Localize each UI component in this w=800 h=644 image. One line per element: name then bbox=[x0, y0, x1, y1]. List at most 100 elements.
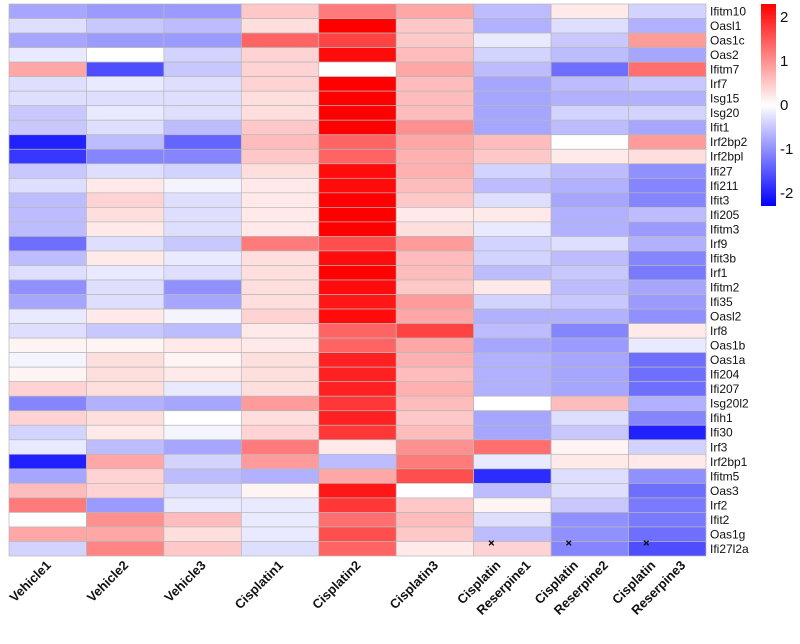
heatmap-cell-Irf9-CisplatinReserpine1 bbox=[473, 236, 552, 252]
heatmap-cell-Oas1g-Cisplatin3 bbox=[395, 526, 475, 542]
heatmap-cell-Irf2bpl-CisplatinReserpine3 bbox=[628, 148, 707, 165]
heatmap-cell-Oasl2-Vehicle2 bbox=[86, 308, 165, 324]
heatmap-cell-Irf8-CisplatinReserpine2 bbox=[550, 323, 629, 339]
heatmap-cell-Ifit2-Vehicle2 bbox=[86, 512, 165, 528]
heatmap-cell-Ifit1-CisplatinReserpine3 bbox=[628, 119, 707, 136]
heatmap-cell-Ifit1-Cisplatin1 bbox=[240, 119, 320, 136]
heatmap-cell-Ifit2-Vehicle1 bbox=[8, 512, 87, 528]
heatmap-cell-Ifi205-CisplatinReserpine3 bbox=[628, 207, 707, 223]
heatmap-cell-Ifitm7-CisplatinReserpine3 bbox=[628, 61, 707, 77]
heatmap-cell-Oas1a-Cisplatin2 bbox=[318, 352, 397, 368]
heatmap-cell-Irf2-CisplatinReserpine1 bbox=[473, 497, 552, 513]
heatmap-cell-Ifit3b-Vehicle3 bbox=[163, 250, 242, 266]
heatmap-cell-Ifi207-Vehicle1 bbox=[8, 381, 87, 397]
heatmap-cell-Ifitm2-Vehicle2 bbox=[86, 279, 165, 295]
heatmap-cell-Ifi211-CisplatinReserpine2 bbox=[550, 177, 629, 194]
heatmap-cell-Ifi205-Cisplatin1 bbox=[240, 207, 320, 223]
heatmap-cell-Irf9-Cisplatin1 bbox=[240, 236, 320, 252]
heatmap-cell-Irf2bpl-Cisplatin3 bbox=[395, 148, 475, 165]
heatmap-cell-Ifitm7-Vehicle2 bbox=[86, 61, 165, 77]
heatmap-cell-Ifit3b-Cisplatin2 bbox=[318, 250, 397, 266]
heatmap-cell-Ifi27l2a-Cisplatin3 bbox=[395, 541, 475, 557]
row-label-Ifi207: Ifi207 bbox=[710, 382, 740, 396]
heatmap-cell-Isg20l2-CisplatinReserpine3 bbox=[628, 395, 707, 412]
heatmap-cell-Oas2-Cisplatin2 bbox=[318, 47, 397, 63]
heatmap-cell-Isg15-CisplatinReserpine1 bbox=[473, 90, 552, 107]
heatmap-cell-Irf2bp1-Cisplatin2 bbox=[318, 453, 397, 470]
heatmap-cell-Isg20-Vehicle3 bbox=[163, 105, 242, 121]
heatmap-cell-Oas1b-Cisplatin1 bbox=[240, 337, 320, 353]
row-label-Oas1c: Oas1c bbox=[710, 34, 745, 48]
heatmap-cell-Ifi30-CisplatinReserpine1 bbox=[473, 424, 552, 441]
heatmap-cell-Ifi30-CisplatinReserpine3 bbox=[628, 424, 707, 441]
heatmap-cell-Ifitm10-Vehicle3 bbox=[163, 3, 242, 19]
heatmap-cell-Irf2bp2-Cisplatin3 bbox=[395, 134, 475, 150]
heatmap-cell-Irf2bp2-Cisplatin2 bbox=[318, 134, 397, 150]
heatmap-cell-Irf9-Vehicle3 bbox=[163, 236, 242, 252]
heatmap-cell-Ifi211-Vehicle1 bbox=[8, 177, 87, 194]
row-label-Ifit1: Ifit1 bbox=[710, 121, 730, 135]
row-label-Irf7: Irf7 bbox=[710, 77, 728, 91]
heatmap-cell-Irf1-Cisplatin2 bbox=[318, 265, 397, 281]
legend-tick--2: -2 bbox=[780, 185, 793, 202]
heatmap-cell-Oas1a-CisplatinReserpine3 bbox=[628, 352, 707, 368]
heatmap-cell-Irf3-Cisplatin3 bbox=[395, 439, 475, 455]
heatmap-cell-Ifih1-Vehicle3 bbox=[163, 410, 242, 426]
heatmap-cell-Ifi207-CisplatinReserpine1 bbox=[473, 381, 552, 397]
heatmap-cell-Ifit3b-Cisplatin3 bbox=[395, 250, 475, 266]
heatmap-cell-Ifi204-Vehicle2 bbox=[86, 366, 165, 383]
heatmap-cell-Ifi35-CisplatinReserpine3 bbox=[628, 294, 707, 310]
row-label-Ifi27l2a: Ifi27l2a bbox=[710, 542, 749, 556]
row-label-Irf9: Irf9 bbox=[710, 237, 728, 251]
heatmap-cell-Isg20l2-Cisplatin1 bbox=[240, 395, 320, 412]
heatmap-cell-Irf1-CisplatinReserpine2 bbox=[550, 265, 629, 281]
heatmap-cell-Ifi30-Vehicle1 bbox=[8, 424, 87, 441]
heatmap-cell-Ifi30-CisplatinReserpine2 bbox=[550, 424, 629, 441]
heatmap-cell-Ifitm7-Vehicle3 bbox=[163, 61, 242, 77]
heatmap-cell-Irf8-CisplatinReserpine3 bbox=[628, 323, 707, 339]
heatmap-cell-Ifitm3-Cisplatin3 bbox=[395, 221, 475, 237]
heatmap-cell-Isg15-CisplatinReserpine3 bbox=[628, 90, 707, 107]
heatmap-cell-Irf2bpl-CisplatinReserpine1 bbox=[473, 148, 552, 165]
heatmap-cell-Oasl1-Cisplatin2 bbox=[318, 18, 397, 34]
heatmap-cell-Ifitm5-CisplatinReserpine3 bbox=[628, 468, 707, 484]
row-label-Oas3: Oas3 bbox=[710, 484, 739, 498]
heatmap-cell-Ifi35-Cisplatin2 bbox=[318, 294, 397, 310]
heatmap-cell-Ifitm2-Cisplatin2 bbox=[318, 279, 397, 295]
row-label-Ifi27: Ifi27 bbox=[710, 164, 733, 178]
heatmap-cell-Isg20-CisplatinReserpine3 bbox=[628, 105, 707, 121]
heatmap-cell-Ifi205-CisplatinReserpine2 bbox=[550, 207, 629, 223]
heatmap-cell-Ifitm2-CisplatinReserpine1 bbox=[473, 279, 552, 295]
heatmap-cell-Irf7-Cisplatin1 bbox=[240, 76, 320, 92]
heatmap-cell-Ifitm5-Vehicle3 bbox=[163, 468, 242, 484]
heatmap-cell-Isg20-Cisplatin1 bbox=[240, 105, 320, 121]
heatmap-cell-Ifi27l2a-Cisplatin2 bbox=[318, 541, 397, 557]
heatmap-cell-Ifitm2-Vehicle3 bbox=[163, 279, 242, 295]
heatmap-cell-Ifitm5-Cisplatin3 bbox=[395, 468, 475, 484]
heatmap-cell-Ifi211-CisplatinReserpine3 bbox=[628, 177, 707, 194]
heatmap-cell-Ifi27l2a-Vehicle2 bbox=[86, 541, 165, 557]
heatmap-cell-Irf3-Vehicle2 bbox=[86, 439, 165, 455]
heatmap-cell-Oas1g-Cisplatin1 bbox=[240, 526, 320, 542]
heatmap-cell-Isg20l2-Cisplatin2 bbox=[318, 395, 397, 412]
heatmap-cell-Irf8-Cisplatin3 bbox=[395, 323, 475, 339]
heatmap-cell-Ifi211-Vehicle3 bbox=[163, 177, 242, 194]
row-label-Irf2bpl: Irf2bpl bbox=[710, 150, 743, 164]
heatmap-cell-Ifi35-Vehicle1 bbox=[8, 294, 87, 310]
row-label-Irf2bp2: Irf2bp2 bbox=[710, 135, 748, 149]
heatmap-cell-Ifit3-Vehicle2 bbox=[86, 192, 165, 208]
heatmap-cell-Ifi211-Cisplatin2 bbox=[318, 177, 397, 194]
heatmap-cell-Oasl1-CisplatinReserpine3 bbox=[628, 18, 707, 34]
heatmap-cell-Ifi205-Vehicle3 bbox=[163, 207, 242, 223]
heatmap-cell-Oasl1-Cisplatin1 bbox=[240, 18, 320, 34]
heatmap-cell-Ifi30-Cisplatin2 bbox=[318, 424, 397, 441]
heatmap-cell-Oas1c-Vehicle2 bbox=[86, 32, 165, 48]
heatmap-cell-Ifitm5-CisplatinReserpine1 bbox=[473, 468, 552, 484]
heatmap-cell-Irf2bpl-CisplatinReserpine2 bbox=[550, 148, 629, 165]
heatmap-cell-Oas3-CisplatinReserpine3 bbox=[628, 483, 707, 499]
row-label-Oasl1: Oasl1 bbox=[710, 19, 742, 33]
heatmap-cell-Irf7-Cisplatin3 bbox=[395, 76, 475, 92]
heatmap-cell-Oas2-CisplatinReserpine3 bbox=[628, 47, 707, 63]
heatmap-cell-Oas3-Cisplatin1 bbox=[240, 483, 320, 499]
heatmap-cell-Ifit1-CisplatinReserpine1 bbox=[473, 119, 552, 136]
